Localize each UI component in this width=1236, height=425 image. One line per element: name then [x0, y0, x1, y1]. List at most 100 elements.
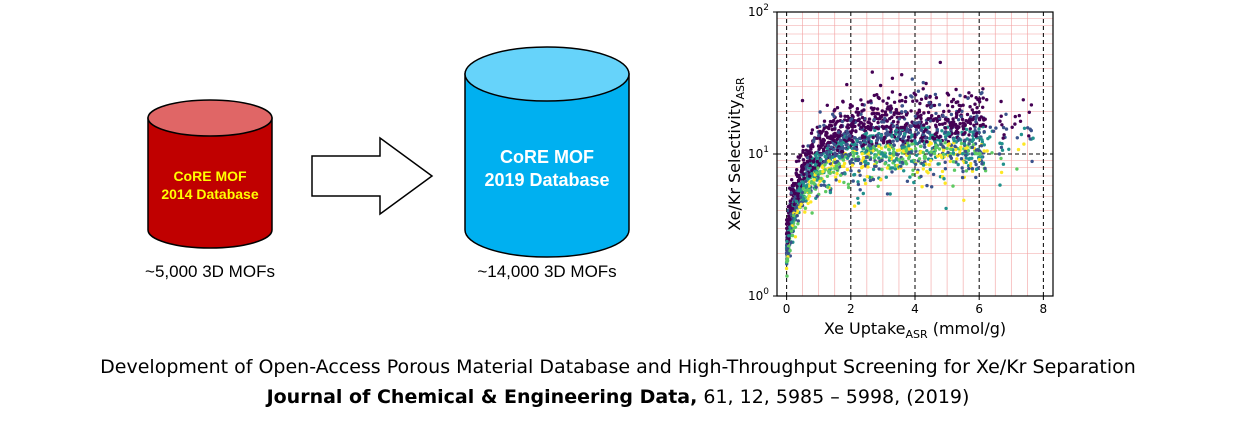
data-point: [825, 185, 830, 189]
data-point: [815, 159, 820, 164]
data-point: [904, 149, 909, 153]
data-point: [982, 118, 986, 122]
y-tick-label: 101: [748, 145, 769, 161]
data-point: [814, 171, 819, 175]
data-point: [937, 135, 941, 140]
data-point: [916, 131, 920, 135]
data-point: [958, 108, 962, 112]
data-point: [985, 149, 989, 153]
data-point: [806, 156, 810, 160]
data-point: [901, 157, 905, 161]
data-point: [915, 170, 920, 174]
data-point: [922, 111, 926, 115]
data-point: [900, 73, 904, 77]
data-point: [784, 266, 789, 271]
data-point: [941, 145, 945, 149]
data-point: [931, 172, 936, 177]
data-point: [947, 109, 951, 113]
data-point: [859, 125, 864, 129]
data-point: [913, 139, 917, 144]
data-point: [970, 145, 975, 150]
data-point: [892, 159, 897, 163]
data-point: [879, 133, 883, 138]
data-point: [961, 152, 965, 156]
core-mof-2014-label: CoRE MOF 2014 Database: [145, 168, 275, 203]
data-point: [974, 116, 978, 121]
data-point: [809, 200, 813, 204]
data-point: [951, 117, 955, 121]
data-point: [917, 108, 921, 112]
data-point: [810, 128, 815, 132]
data-point: [831, 155, 835, 159]
data-point: [871, 167, 876, 172]
data-point: [859, 120, 863, 125]
data-point: [967, 142, 971, 146]
data-point: [867, 117, 872, 121]
data-point: [785, 274, 789, 278]
data-point: [830, 136, 834, 140]
data-point: [917, 157, 922, 161]
data-point: [950, 132, 954, 136]
x-tick-label: 4: [911, 302, 919, 316]
data-point: [851, 140, 855, 144]
data-point: [925, 149, 929, 153]
data-point: [890, 135, 894, 139]
data-point: [818, 129, 822, 134]
data-point: [921, 80, 925, 85]
data-point: [909, 109, 913, 113]
data-point: [847, 137, 851, 142]
data-point: [801, 144, 805, 148]
data-point: [943, 167, 948, 171]
data-point: [796, 222, 800, 226]
data-point: [934, 117, 938, 121]
data-point: [966, 96, 970, 101]
data-point: [812, 178, 816, 182]
data-point: [822, 179, 826, 184]
data-point: [825, 174, 830, 178]
data-point: [866, 126, 870, 130]
data-point: [913, 162, 918, 166]
data-point: [887, 125, 892, 130]
data-point: [790, 220, 794, 224]
data-point: [921, 150, 925, 155]
data-point: [945, 91, 949, 96]
data-point: [934, 123, 938, 127]
data-point: [937, 147, 942, 151]
data-point: [979, 91, 983, 96]
data-point: [855, 138, 859, 143]
data-point: [915, 99, 919, 103]
data-point: [793, 225, 798, 229]
data-point: [862, 122, 866, 127]
data-point: [792, 189, 796, 193]
data-point: [977, 116, 982, 121]
data-point: [965, 112, 970, 117]
data-point: [923, 156, 927, 160]
data-point: [934, 111, 938, 116]
data-point: [956, 153, 960, 157]
data-point: [826, 125, 830, 130]
data-point: [856, 196, 860, 200]
data-point: [939, 142, 943, 146]
data-point: [800, 98, 805, 103]
data-point: [935, 131, 939, 135]
data-point: [960, 175, 965, 180]
data-point: [832, 138, 836, 142]
data-point: [813, 166, 817, 170]
data-point: [891, 147, 896, 151]
data-point: [856, 118, 860, 123]
data-point: [883, 113, 887, 117]
data-point: [848, 103, 853, 107]
data-point: [910, 139, 914, 143]
data-point: [888, 117, 892, 121]
y-axis-title: Xe/Kr SelectivityASR: [725, 77, 747, 231]
data-point: [935, 145, 939, 150]
data-point: [1000, 142, 1004, 146]
data-point: [1000, 148, 1005, 152]
data-point: [880, 109, 884, 113]
data-point: [855, 147, 859, 151]
data-point: [831, 147, 836, 152]
data-point: [838, 164, 842, 169]
data-point: [999, 170, 1004, 175]
data-point: [835, 159, 839, 164]
data-point: [907, 144, 911, 148]
